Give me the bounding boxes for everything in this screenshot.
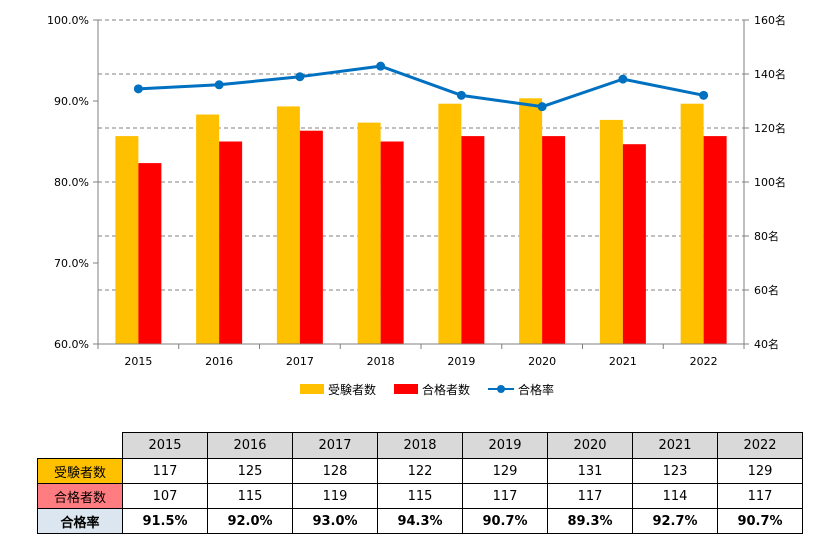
- year-header: 2021: [632, 432, 718, 459]
- bar-passers: [299, 130, 323, 344]
- table-corner: [37, 432, 123, 459]
- row-label-applicants: 受験者数: [37, 458, 123, 484]
- y-right-tick-label: 60名: [754, 283, 779, 297]
- table-cell: 107: [122, 483, 208, 509]
- bar-applicants: [680, 103, 704, 344]
- table-cell: 122: [377, 458, 463, 484]
- table-cell: 91.5%: [122, 508, 208, 534]
- table-row-applicants: 受験者数 117 125 128 122 129 131 123 129: [37, 458, 803, 484]
- legend-swatch-passers: [394, 384, 419, 394]
- bar-passers: [703, 136, 727, 344]
- legend-item-applicants: 受験者数: [300, 381, 376, 398]
- bar-applicants: [196, 114, 220, 344]
- combo-chart: 60.0% 70.0% 80.0% 90.0% 100.0% 40名 60名 80名 100名 1…: [47, 13, 786, 368]
- table-row-pass-rate: 合格率 91.5% 92.0% 93.0% 94.3% 90.7% 89.3% …: [37, 508, 803, 534]
- y-left-tick-label: 70.0%: [54, 257, 89, 270]
- legend-swatch-applicants: [300, 384, 324, 394]
- table-cell: 129: [717, 458, 803, 484]
- legend-swatch-pass-rate: [488, 385, 515, 393]
- bar-passers: [622, 144, 646, 344]
- table-cell: 92.7%: [632, 508, 718, 534]
- legend-item-passers: 合格者数: [394, 381, 470, 398]
- year-header: 2017: [292, 432, 378, 459]
- table-cell: 125: [207, 458, 293, 484]
- y-left-tick-label: 90.0%: [54, 95, 89, 108]
- year-header: 2022: [717, 432, 803, 459]
- pass-rate-point: [699, 90, 709, 100]
- data-table: 2015 2016 2017 2018 2019 2020 2021 2022 …: [37, 432, 803, 534]
- pass-rate-point: [214, 80, 224, 90]
- y-right-tick-label: 120名: [754, 121, 786, 135]
- y-right-tick-label: 140名: [754, 67, 786, 81]
- table-cell: 128: [292, 458, 378, 484]
- pass-rate-point: [456, 90, 466, 100]
- table-cell: 94.3%: [377, 508, 463, 534]
- table-cell: 117: [717, 483, 803, 509]
- pass-rate-point: [537, 102, 547, 112]
- pass-rate-line: [138, 64, 704, 109]
- y-right-tick-label: 100名: [754, 175, 786, 189]
- row-label-passers: 合格者数: [37, 483, 123, 509]
- year-header: 2016: [207, 432, 293, 459]
- table-cell: 115: [207, 483, 293, 509]
- legend-label-pass-rate: 合格率: [518, 382, 555, 397]
- year-header: 2015: [122, 432, 208, 459]
- x-tick-label: 2019: [447, 355, 475, 368]
- table-cell: 90.7%: [717, 508, 803, 534]
- table-cell: 114: [632, 483, 718, 509]
- table-cell: 131: [547, 458, 633, 484]
- y-right-tick-label: 80名: [754, 229, 779, 243]
- row-label-pass-rate: 合格率: [37, 508, 123, 534]
- bar-applicants: [599, 119, 623, 345]
- table-cell: 117: [462, 483, 548, 509]
- year-header: 2019: [462, 432, 548, 459]
- table-header-row: 2015 2016 2017 2018 2019 2020 2021 2022: [37, 432, 803, 459]
- x-tick-label: 2022: [690, 355, 718, 368]
- table-row-passers: 合格者数 107 115 119 115 117 117 114 117: [37, 483, 803, 509]
- bar-passers: [542, 136, 566, 344]
- x-tick-label: 2021: [609, 355, 637, 368]
- table-cell: 117: [122, 458, 208, 484]
- legend-label-applicants: 受験者数: [328, 382, 377, 397]
- y-right-tick-label: 40名: [754, 337, 779, 351]
- table-cell: 117: [547, 483, 633, 509]
- pass-rate-point: [133, 84, 143, 94]
- x-tick-label: 2016: [205, 355, 233, 368]
- y-left-tick-label: 100.0%: [47, 14, 89, 27]
- legend-label-passers: 合格者数: [422, 382, 471, 397]
- table-cell: 89.3%: [547, 508, 633, 534]
- bar-applicants: [276, 106, 300, 345]
- bar-passers: [380, 141, 404, 344]
- x-tick-label: 2020: [528, 355, 556, 368]
- bar-passers: [461, 136, 485, 344]
- bar-applicants: [115, 136, 139, 344]
- pass-rate-point: [295, 72, 305, 82]
- bar-applicants: [519, 98, 543, 344]
- bar-passers: [138, 163, 162, 344]
- bar-applicants: [438, 103, 462, 344]
- chart-legend: 受験者数 合格者数 合格率: [300, 378, 572, 400]
- table-cell: 93.0%: [292, 508, 378, 534]
- legend-item-pass-rate: 合格率: [488, 381, 554, 398]
- y-left-tick-label: 60.0%: [54, 338, 89, 351]
- pass-rate-point: [376, 61, 386, 71]
- x-tick-label: 2018: [367, 355, 395, 368]
- table-cell: 129: [462, 458, 548, 484]
- table-cell: 119: [292, 483, 378, 509]
- table-cell: 115: [377, 483, 463, 509]
- bar-passers: [219, 141, 243, 344]
- y-left-tick-label: 80.0%: [54, 176, 89, 189]
- year-header: 2018: [377, 432, 463, 459]
- x-tick-label: 2015: [124, 355, 152, 368]
- x-tick-label: 2017: [286, 355, 314, 368]
- y-right-tick-label: 160名: [754, 13, 786, 27]
- table-cell: 90.7%: [462, 508, 548, 534]
- bar-applicants: [357, 122, 381, 344]
- pass-rate-point: [618, 74, 628, 84]
- year-header: 2020: [547, 432, 633, 459]
- table-cell: 92.0%: [207, 508, 293, 534]
- table-cell: 123: [632, 458, 718, 484]
